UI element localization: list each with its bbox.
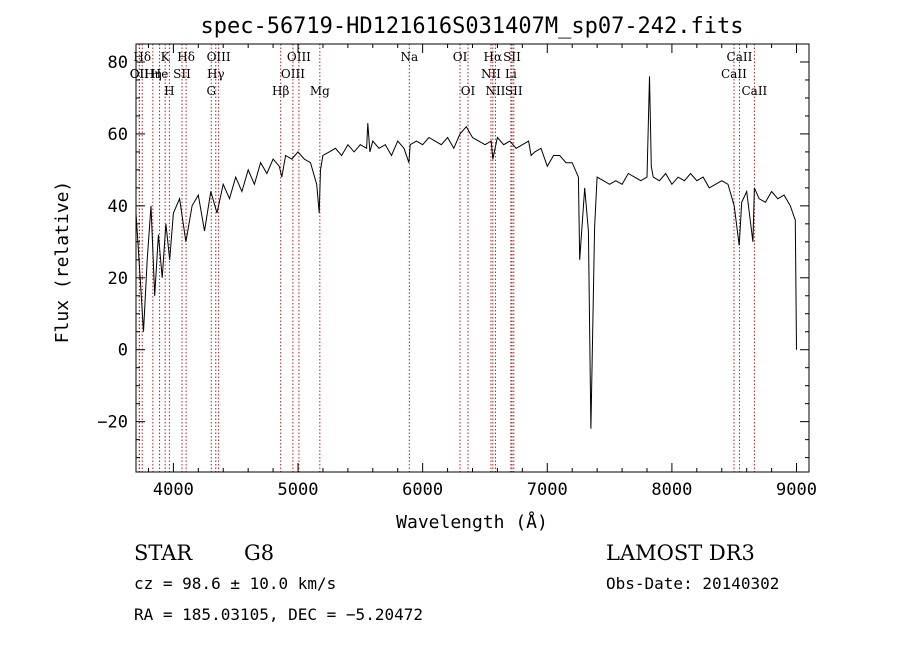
x-axis-ticks: 4000 5000 6000 7000 8000 9000 (147, 44, 817, 500)
spectrum-line (135, 76, 797, 429)
spectral-line-label: G (206, 84, 216, 98)
observation-date: Obs-Date: 20140302 (606, 574, 779, 593)
object-subclass: G8 (244, 541, 274, 565)
x-tick-label: 6000 (402, 480, 443, 500)
plot-frame (135, 43, 810, 473)
spectral-line-label: Hη (144, 67, 162, 81)
spectral-line-label: Hα (484, 50, 503, 64)
y-tick-label: −20 (97, 413, 128, 433)
spectral-line-label: CaII (727, 50, 753, 64)
ra-dec: RA = 185.03105, DEC = −5.20472 (134, 605, 423, 624)
spectral-line-label: Hβ (272, 84, 289, 98)
spectral-line-label: SII (503, 50, 521, 64)
x-axis-label: Wavelength (Å) (396, 511, 548, 533)
spectral-line-label: NII (481, 67, 501, 81)
spectral-line-label: SII (173, 67, 191, 81)
spectral-line-label: H (164, 84, 174, 98)
spectral-line-label: OI (461, 84, 476, 98)
spectral-line-label: Mg (310, 84, 330, 98)
x-tick-label: 5000 (278, 480, 319, 500)
spectral-line-label: Hδ (133, 50, 151, 64)
spectral-line-markers (138, 44, 755, 472)
spectral-line-label: SII (505, 84, 523, 98)
chart-title: spec-56719-HD121616S031407M_sp07-242.fit… (200, 14, 743, 39)
spectral-line-label: Hγ (207, 67, 225, 81)
spectral-line-label: Li (505, 67, 517, 81)
spectral-line-label: K (161, 50, 171, 64)
y-tick-label: 60 (108, 125, 128, 145)
y-tick-label: 0 (118, 341, 128, 361)
spectral-line-label: OII (130, 67, 150, 81)
redshift-cz: cz = 98.6 ± 10.0 km/s (134, 574, 336, 593)
spectral-line-label: CaII (721, 67, 747, 81)
spectral-line-label: OI (453, 50, 468, 64)
x-tick-label: 9000 (776, 480, 817, 500)
y-axis-ticks: −20 0 20 40 60 80 (97, 53, 809, 459)
x-tick-label: 4000 (153, 480, 194, 500)
spectral-line-label: OIII (281, 67, 305, 81)
y-tick-label: 40 (108, 197, 128, 217)
spectral-line-label: OIII (287, 50, 311, 64)
spectral-line-label: Na (400, 50, 418, 64)
spectral-line-label: CaII (741, 84, 767, 98)
y-tick-label: 80 (108, 53, 128, 73)
spectral-line-label: OIII (207, 50, 231, 64)
x-tick-label: 7000 (527, 480, 568, 500)
object-class: STAR (134, 541, 193, 565)
spectral-line-label: He (151, 67, 169, 81)
spectral-line-label: NII (485, 84, 505, 98)
y-axis-label: Flux (relative) (52, 181, 73, 344)
survey-name: LAMOST DR3 (606, 541, 755, 565)
y-tick-label: 20 (108, 269, 128, 289)
x-tick-label: 8000 (651, 480, 692, 500)
spectral-line-label: Hδ (177, 50, 195, 64)
spectral-line-label: OII (130, 67, 150, 81)
